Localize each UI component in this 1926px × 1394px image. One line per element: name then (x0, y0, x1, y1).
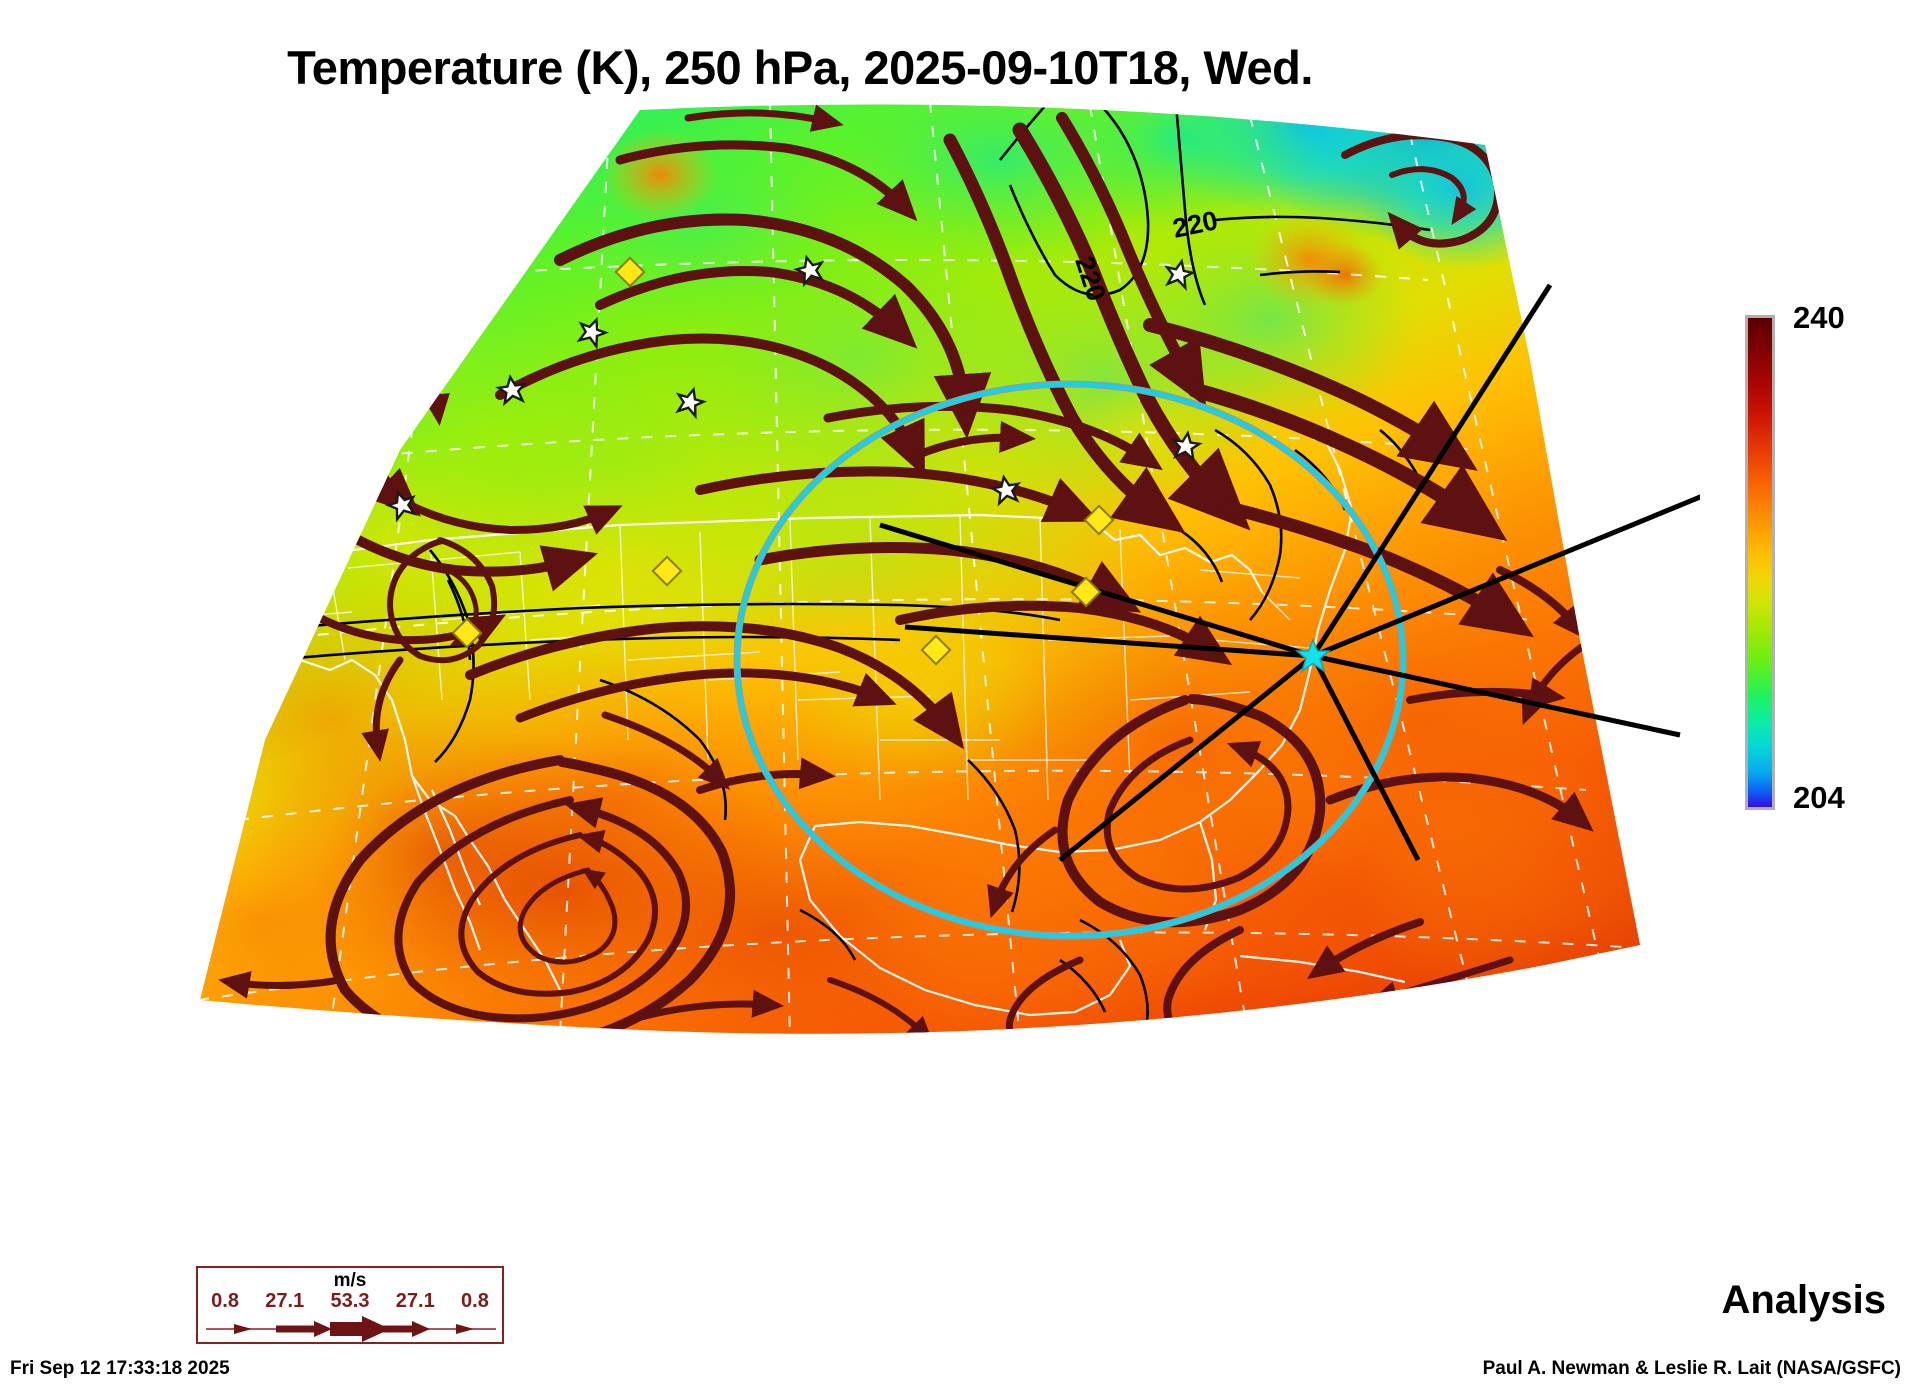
yellow-diamond-markers[interactable] (451, 256, 1115, 666)
wind-units-label: m/s (333, 1270, 367, 1291)
yellow-diamond-icon (1083, 504, 1115, 536)
flight-track-overlay[interactable] (733, 283, 1700, 940)
credits: Paul A. Newman & Leslie R. Lait (NASA/GS… (1482, 1358, 1901, 1379)
white-star-icon (384, 489, 418, 523)
wind-value: 0.8 (461, 1290, 489, 1312)
generation-timestamp: Fri Sep 12 17:33:18 2025 (10, 1358, 230, 1379)
colorbar[interactable]: 240 204 (1745, 300, 1925, 815)
yellow-diamond-icon (651, 555, 683, 587)
white-star-icon (1170, 430, 1203, 463)
colorbar-max-label: 240 (1793, 300, 1845, 335)
white-star-icon (675, 386, 708, 420)
yellow-diamond-icon (920, 634, 952, 666)
white-star-markers[interactable] (384, 254, 1203, 523)
wind-arrow-scale (204, 1316, 498, 1342)
yellow-diamond-icon (451, 617, 483, 649)
range-circle[interactable] (734, 381, 1406, 939)
colorbar-gradient[interactable] (1745, 315, 1775, 810)
yellow-diamond-icon (1070, 576, 1102, 608)
colorbar-min-label: 204 (1793, 780, 1845, 815)
mission-base-star-icon[interactable] (1294, 638, 1332, 673)
yellow-diamond-icon (614, 256, 646, 288)
map-canvas[interactable]: 220 220 (0, 100, 1700, 1260)
wind-value-row: 0.8 27.1 53.3 27.1 0.8 (198, 1290, 502, 1313)
page-title: Temperature (K), 250 hPa, 2025-09-10T18,… (287, 41, 1313, 94)
map-plot-panel[interactable]: 220 220 (0, 100, 1700, 1260)
analysis-label: Analysis (1721, 1278, 1886, 1322)
white-star-icon (792, 254, 825, 288)
station-marker-layer[interactable] (384, 254, 1332, 673)
wind-value: 53.3 (330, 1290, 370, 1312)
white-star-icon (495, 374, 528, 407)
wind-value: 27.1 (265, 1290, 305, 1312)
wind-value: 0.8 (211, 1290, 239, 1312)
white-star-icon (989, 474, 1022, 507)
white-star-icon (576, 317, 610, 350)
wind-speed-legend: m/s 0.8 27.1 53.3 27.1 0.8 (196, 1266, 504, 1344)
white-star-icon (1164, 258, 1196, 291)
wind-value: 27.1 (395, 1290, 435, 1312)
